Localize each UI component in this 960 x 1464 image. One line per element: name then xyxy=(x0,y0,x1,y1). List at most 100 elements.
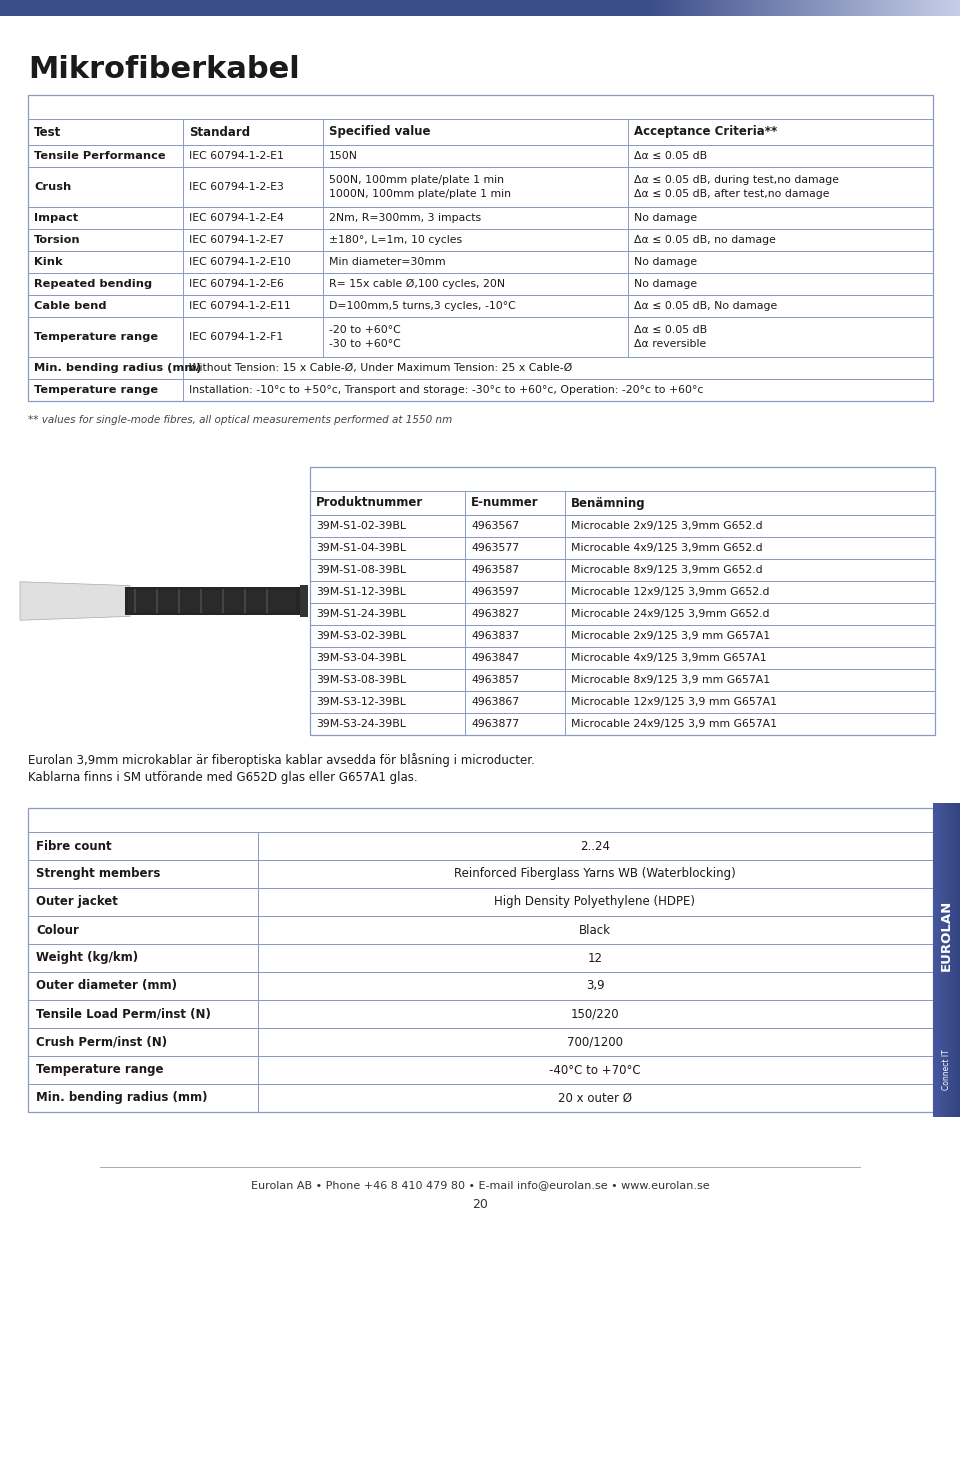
Bar xyxy=(729,0,732,16)
Text: Kablarna finns i SM utförande med G652D glas eller G657A1 glas.: Kablarna finns i SM utförande med G652D … xyxy=(28,772,418,785)
Text: Microcable 8x9/125 3,9mm G652.d: Microcable 8x9/125 3,9mm G652.d xyxy=(571,565,762,575)
Bar xyxy=(876,0,878,16)
Text: Microcable 4x9/125 3,9mm G652.d: Microcable 4x9/125 3,9mm G652.d xyxy=(571,543,762,553)
Text: 39M-S3-24-39BL: 39M-S3-24-39BL xyxy=(316,719,406,729)
Bar xyxy=(793,0,796,16)
Bar xyxy=(942,802,943,1117)
Text: Δα ≤ 0.05 dB: Δα ≤ 0.05 dB xyxy=(634,151,708,161)
Bar xyxy=(822,0,825,16)
Bar xyxy=(799,0,802,16)
Bar xyxy=(957,802,958,1117)
Bar xyxy=(664,0,667,16)
Bar xyxy=(749,0,753,16)
Bar xyxy=(892,0,895,16)
Bar xyxy=(28,250,933,272)
Bar xyxy=(725,0,728,16)
Text: Connect IT: Connect IT xyxy=(942,1050,951,1091)
Bar xyxy=(784,0,787,16)
Bar xyxy=(675,0,678,16)
Text: 4963857: 4963857 xyxy=(471,675,519,685)
Text: Without Tension: 15 x Cable-Ø, Under Maximum Tension: 25 x Cable-Ø: Without Tension: 15 x Cable-Ø, Under Max… xyxy=(189,363,572,373)
Bar xyxy=(956,0,959,16)
Text: Crush: Crush xyxy=(34,182,71,192)
Bar xyxy=(28,357,933,379)
Text: Teknisk information: Teknisk information xyxy=(420,101,541,114)
Text: Produktnummer: Produktnummer xyxy=(316,496,423,509)
Bar xyxy=(815,0,818,16)
Bar xyxy=(28,296,933,318)
Text: Test: Test xyxy=(34,126,61,139)
Bar xyxy=(28,944,933,972)
Bar xyxy=(706,0,708,16)
Bar xyxy=(657,0,660,16)
Bar xyxy=(937,802,938,1117)
Bar xyxy=(936,802,937,1117)
Bar xyxy=(840,0,843,16)
Bar xyxy=(310,537,935,559)
Bar xyxy=(28,318,933,357)
Bar xyxy=(883,0,887,16)
Bar xyxy=(813,0,816,16)
Text: IEC 60794-1-2-E3: IEC 60794-1-2-E3 xyxy=(189,182,284,192)
Bar xyxy=(896,0,899,16)
Bar xyxy=(310,581,935,603)
Bar xyxy=(759,0,762,16)
Text: IEC 60794-1-2-E6: IEC 60794-1-2-E6 xyxy=(189,280,284,288)
Bar xyxy=(828,0,830,16)
Bar xyxy=(950,802,951,1117)
Bar xyxy=(877,0,880,16)
Bar xyxy=(923,0,925,16)
Bar xyxy=(854,0,857,16)
Bar xyxy=(956,802,957,1117)
Bar xyxy=(768,0,771,16)
Bar xyxy=(847,0,850,16)
Bar xyxy=(757,0,760,16)
Text: IEC 60794-1-2-E4: IEC 60794-1-2-E4 xyxy=(189,212,284,223)
Bar xyxy=(28,95,933,119)
Bar xyxy=(934,802,935,1117)
Text: Temperature range: Temperature range xyxy=(34,332,158,343)
Bar xyxy=(722,0,726,16)
Bar xyxy=(774,0,777,16)
Text: Min. bending radius (mm): Min. bending radius (mm) xyxy=(36,1092,207,1104)
Text: Microcable 24x9/125 3,9 mm G657A1: Microcable 24x9/125 3,9 mm G657A1 xyxy=(571,719,777,729)
Bar xyxy=(863,0,866,16)
Bar xyxy=(300,586,308,616)
Bar xyxy=(805,0,808,16)
Bar xyxy=(824,0,827,16)
Bar xyxy=(807,0,810,16)
Bar xyxy=(28,889,933,916)
Text: Microcable 8x9/125 3,9 mm G657A1: Microcable 8x9/125 3,9 mm G657A1 xyxy=(571,675,770,685)
Text: 4963597: 4963597 xyxy=(471,587,519,597)
Text: Microcable 12x9/125 3,9 mm G657A1: Microcable 12x9/125 3,9 mm G657A1 xyxy=(571,697,777,707)
Text: No damage: No damage xyxy=(634,258,697,266)
Bar xyxy=(752,0,755,16)
Bar xyxy=(834,0,837,16)
Text: 39M-S1-12-39BL: 39M-S1-12-39BL xyxy=(316,587,406,597)
Text: 4963867: 4963867 xyxy=(471,697,519,707)
Bar xyxy=(811,0,814,16)
Bar xyxy=(910,0,914,16)
Bar xyxy=(28,808,933,832)
Text: Benämning: Benämning xyxy=(571,496,646,509)
Bar xyxy=(28,95,933,401)
Bar xyxy=(708,0,711,16)
Text: Microcable 24x9/125 3,9mm G652.d: Microcable 24x9/125 3,9mm G652.d xyxy=(571,609,770,619)
Bar xyxy=(915,0,918,16)
Text: Impact: Impact xyxy=(34,212,78,223)
Bar xyxy=(28,145,933,167)
Bar xyxy=(28,379,933,401)
Bar xyxy=(885,0,889,16)
Bar xyxy=(809,0,812,16)
Text: 4963827: 4963827 xyxy=(471,609,519,619)
Bar xyxy=(718,0,721,16)
Bar xyxy=(945,802,946,1117)
Bar xyxy=(28,832,933,859)
Bar xyxy=(912,0,916,16)
Bar xyxy=(856,0,860,16)
Bar xyxy=(786,0,789,16)
Bar xyxy=(955,802,956,1117)
Text: Min. bending radius (mm): Min. bending radius (mm) xyxy=(34,363,202,373)
Polygon shape xyxy=(20,581,130,621)
Bar xyxy=(668,0,672,16)
